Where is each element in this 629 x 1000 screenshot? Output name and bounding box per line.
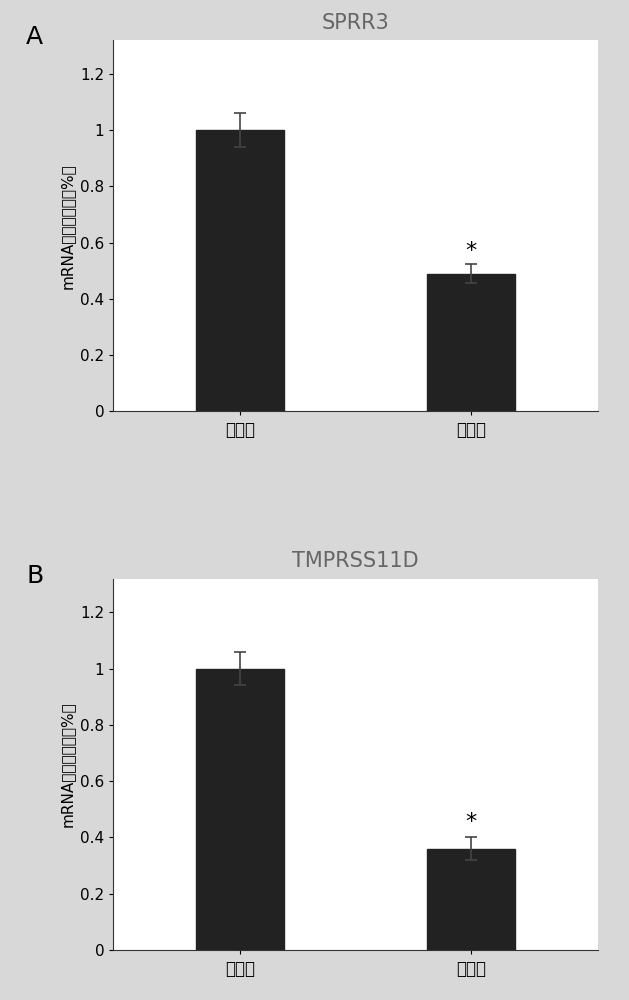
Title: TMPRSS11D: TMPRSS11D — [292, 551, 419, 571]
Bar — [196, 669, 284, 950]
Y-axis label: mRNA相对表达量（%）: mRNA相对表达量（%） — [59, 163, 74, 289]
Bar — [427, 849, 515, 950]
Text: *: * — [465, 812, 476, 832]
Bar — [196, 130, 284, 411]
Title: SPRR3: SPRR3 — [321, 13, 389, 33]
Y-axis label: mRNA相对表达量（%）: mRNA相对表达量（%） — [59, 701, 74, 827]
Text: B: B — [26, 564, 43, 588]
Text: *: * — [465, 241, 476, 261]
Text: A: A — [26, 25, 43, 49]
Bar — [427, 274, 515, 411]
